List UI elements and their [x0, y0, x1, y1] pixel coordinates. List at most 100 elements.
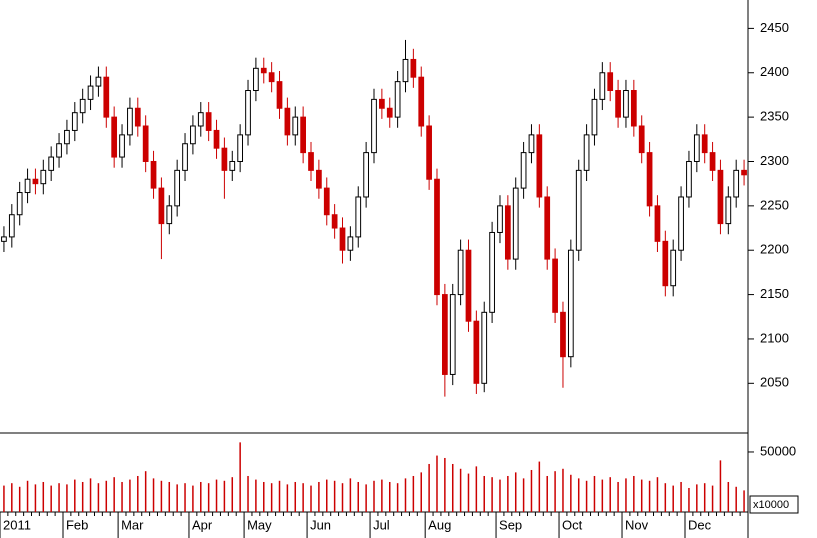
- candle-body: [449, 294, 456, 375]
- candle-body: [284, 107, 291, 136]
- x-tick-label: Dec: [688, 517, 712, 532]
- volume-bar: [428, 463, 430, 512]
- candle-body: [260, 67, 267, 74]
- candle-body: [119, 134, 125, 158]
- volume-bar: [396, 483, 399, 512]
- volume-bar: [601, 479, 604, 512]
- candle-body: [32, 178, 39, 185]
- volume-bar: [302, 483, 304, 512]
- candle-body: [371, 98, 377, 154]
- y-tick-label: 2450: [760, 20, 789, 35]
- volume-bar: [680, 481, 682, 512]
- volume-bar: [688, 487, 690, 512]
- volume-bar: [562, 468, 564, 512]
- candle-body: [662, 240, 669, 287]
- candle-body: [24, 178, 31, 194]
- volume-bar: [467, 473, 470, 512]
- candle-body: [79, 98, 86, 114]
- candle-body: [323, 187, 330, 216]
- candle-body: [8, 214, 15, 238]
- volume-bar: [223, 480, 226, 512]
- volume-bar: [239, 442, 241, 512]
- candle-body: [158, 187, 165, 225]
- candle-body: [71, 112, 78, 131]
- candle-body: [410, 58, 417, 78]
- candle-body: [166, 205, 173, 225]
- x-tick-label: Feb: [66, 517, 88, 532]
- unit-box: [749, 495, 799, 514]
- volume-bar: [184, 483, 186, 512]
- volume-bar: [74, 479, 76, 512]
- volume-bar: [42, 481, 45, 512]
- candle-body: [607, 72, 614, 92]
- candle-body: [654, 205, 661, 242]
- volume-bar: [326, 479, 328, 512]
- candle-body: [623, 90, 629, 118]
- candle-body: [717, 169, 724, 225]
- volume-bar: [625, 478, 627, 512]
- volume-bar: [318, 481, 320, 512]
- candle-body: [339, 227, 346, 251]
- volume-bar: [286, 484, 289, 512]
- volume-bar: [420, 472, 422, 512]
- volume-bar: [121, 481, 123, 512]
- volume-bar: [270, 483, 273, 512]
- volume-bar: [3, 485, 5, 512]
- volume-bar: [451, 463, 454, 512]
- volume-bar: [672, 485, 674, 512]
- volume-bar: [735, 486, 737, 512]
- y-tick-label: 2350: [760, 109, 789, 124]
- volume-bar: [137, 475, 139, 512]
- volume-bar: [530, 469, 533, 512]
- candle-body: [630, 90, 637, 127]
- volume-bar: [373, 480, 375, 512]
- candle-body: [552, 258, 558, 313]
- candle-body: [127, 107, 133, 136]
- volume-bar: [381, 479, 383, 512]
- volume-bar: [522, 478, 525, 512]
- candle-body: [174, 169, 181, 207]
- volume-bar: [207, 483, 210, 512]
- candle-body: [276, 81, 283, 109]
- y-tick-label: 50000: [760, 443, 796, 458]
- candle-body: [701, 134, 708, 154]
- candle-body: [394, 81, 401, 118]
- volume-bar: [97, 483, 100, 512]
- candle-body: [308, 152, 314, 171]
- volume-bar: [310, 485, 312, 512]
- candle-body: [197, 112, 204, 127]
- volume-bar: [294, 481, 297, 512]
- volume-bar: [483, 475, 485, 512]
- volume-bar: [656, 477, 659, 512]
- candle-body: [142, 125, 149, 162]
- volume-bar: [546, 475, 548, 512]
- candle-body: [733, 169, 740, 198]
- candle-body: [638, 125, 645, 154]
- x-tick-label: Jul: [373, 517, 390, 532]
- volume-bar: [459, 468, 462, 512]
- candle-body: [615, 90, 621, 118]
- y-tick-label: 2050: [760, 375, 789, 390]
- candle-body: [709, 152, 716, 171]
- volume-bar: [160, 480, 163, 512]
- volume-bar: [247, 475, 249, 512]
- candle-body: [363, 152, 369, 198]
- candle-body: [418, 76, 425, 127]
- volume-bar: [50, 485, 52, 512]
- candle-body: [268, 72, 275, 83]
- candle-body: [426, 125, 432, 180]
- candle-body: [497, 205, 503, 233]
- volume-bar: [341, 483, 344, 512]
- candle-body: [481, 311, 488, 384]
- candle-body: [567, 249, 574, 358]
- candle-body: [465, 249, 472, 322]
- volume-bar: [538, 461, 541, 512]
- candle-body: [190, 125, 196, 145]
- volume-bar: [444, 457, 446, 512]
- candle-body: [103, 76, 110, 118]
- candle-body: [693, 134, 700, 162]
- candle-body: [489, 231, 495, 313]
- y-tick-label: 2400: [760, 64, 789, 79]
- volume-bar: [333, 480, 336, 512]
